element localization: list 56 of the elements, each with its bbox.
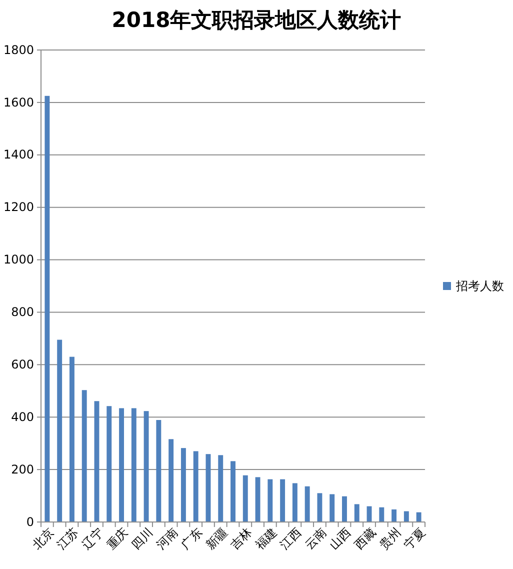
bar: [242, 475, 248, 522]
x-tick-label: 云南: [302, 525, 330, 552]
bar: [416, 512, 422, 522]
bar: [330, 494, 335, 522]
x-tick-label: 广东: [178, 525, 206, 552]
bar: [57, 340, 62, 522]
bar: [404, 511, 409, 522]
bar: [317, 493, 322, 522]
bar: [193, 451, 198, 522]
bar: [180, 448, 186, 522]
bar: [304, 486, 310, 522]
bar: [268, 479, 273, 522]
y-tick-label: 400: [11, 410, 34, 424]
bar: [354, 504, 360, 522]
y-tick-label: 1400: [3, 148, 34, 162]
x-tick-label: 辽宁: [79, 525, 106, 552]
bar: [168, 439, 174, 522]
bar: [255, 477, 260, 522]
x-tick-label: 江西: [277, 525, 304, 552]
y-tick-label: 600: [11, 358, 34, 372]
x-tick-label: 江苏: [54, 525, 82, 552]
bar: [280, 479, 286, 522]
bar: [218, 455, 224, 522]
bar: [94, 401, 100, 522]
x-tick-label: 山西: [326, 525, 354, 552]
bar: [156, 420, 162, 522]
x-tick-label: 新疆: [203, 525, 230, 552]
bar: [131, 408, 136, 522]
x-tick-label: 重庆: [104, 525, 131, 552]
bar: [392, 509, 397, 522]
bar: [292, 483, 298, 522]
x-tick-label: 西藏: [352, 525, 379, 552]
x-tick-label: 四川: [128, 525, 156, 552]
bar: [379, 507, 384, 522]
legend-label: 招考人数: [455, 279, 504, 294]
bar: [144, 411, 149, 522]
y-tick-label: 200: [11, 462, 34, 476]
y-tick-label: 1800: [3, 42, 34, 57]
x-tick-label: 吉林: [228, 525, 255, 552]
x-tick-label: 宁夏: [401, 525, 428, 552]
bar: [230, 461, 236, 522]
bar: [82, 390, 87, 522]
bar: [69, 356, 74, 522]
x-tick-label: 贵州: [376, 525, 404, 552]
bar: [106, 406, 112, 522]
y-tick-label: 1000: [3, 252, 34, 267]
x-tick-label: 河南: [154, 525, 180, 552]
y-tick-label: 800: [11, 305, 34, 320]
y-tick-label: 1200: [3, 200, 34, 214]
chart-title: 2018年文职招录地区人数统计: [112, 8, 402, 32]
bar: [44, 96, 50, 522]
bar: [342, 496, 347, 522]
bar: [206, 454, 211, 522]
x-tick-label: 福建: [252, 525, 280, 552]
bar: [119, 408, 124, 522]
y-tick-label: 1600: [3, 95, 34, 110]
